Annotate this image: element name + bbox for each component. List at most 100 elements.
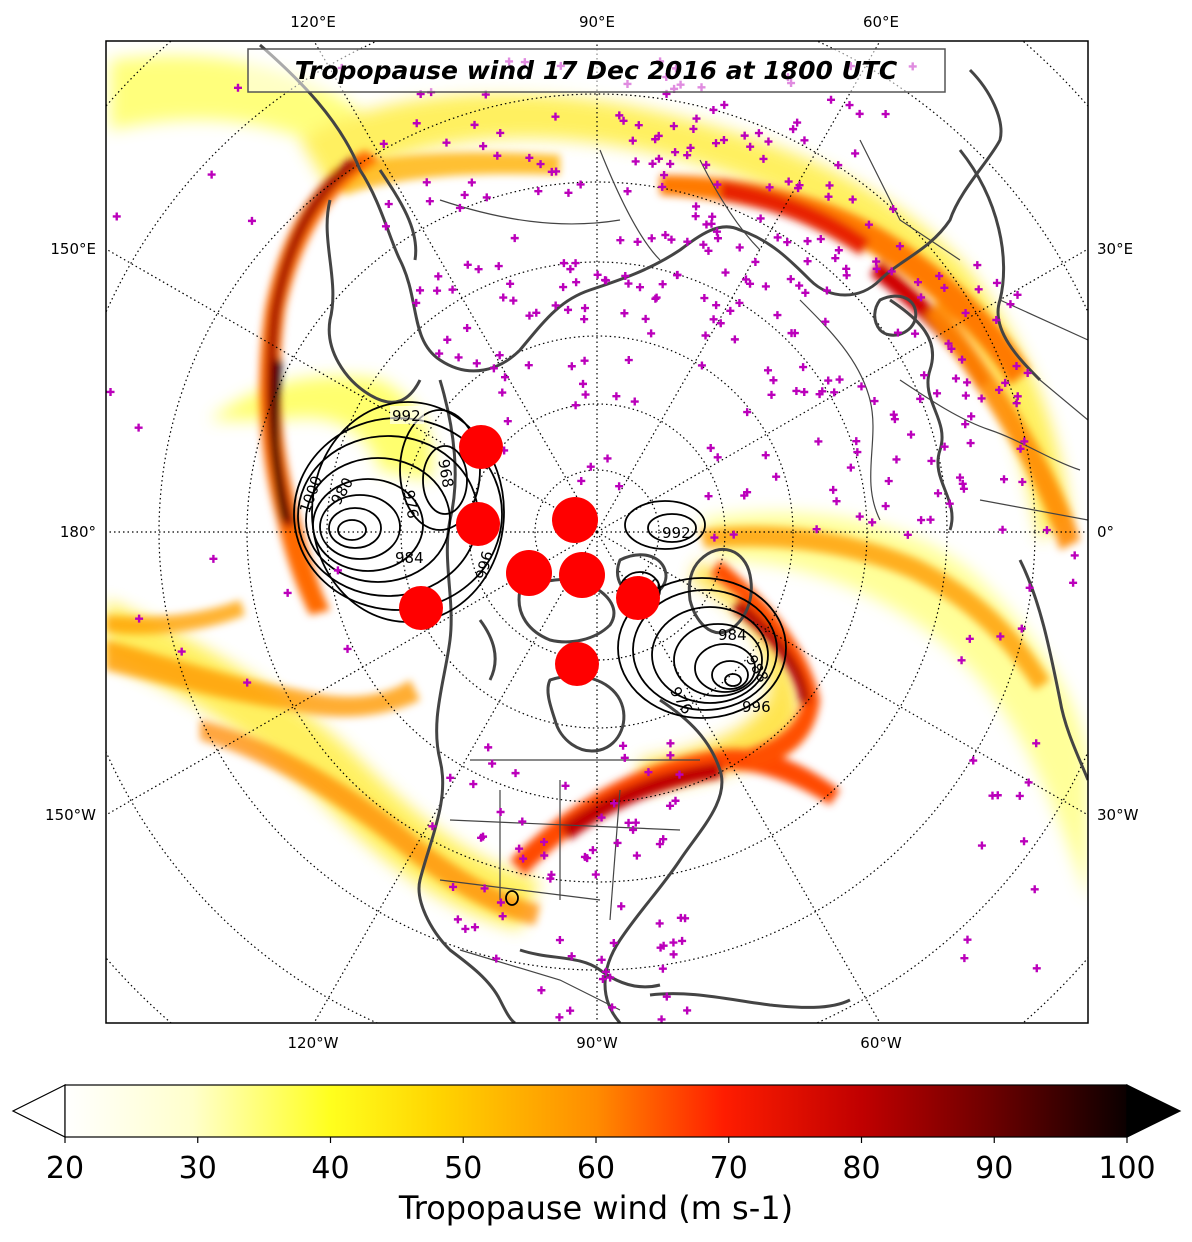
station-marker (960, 954, 969, 963)
station-marker (721, 268, 730, 277)
station-marker (658, 964, 667, 973)
colorbar-tick-label: 30 (179, 1151, 217, 1186)
station-marker (576, 180, 585, 189)
station-marker (803, 237, 812, 246)
station-marker (631, 818, 640, 827)
station-marker (669, 950, 678, 959)
station-marker (446, 773, 455, 782)
station-marker (583, 854, 592, 863)
colorbar-gradient (65, 1085, 1127, 1137)
station-marker (729, 530, 738, 539)
station-marker (743, 408, 752, 417)
station-marker (601, 967, 610, 976)
station-marker (617, 902, 626, 911)
station-marker (425, 197, 434, 206)
lon-label-bottom: 90°W (576, 1034, 618, 1052)
station-marker (704, 246, 713, 255)
station-marker (433, 286, 442, 295)
contour-label: 968 (434, 458, 457, 489)
station-marker (940, 442, 949, 451)
station-marker (453, 915, 462, 924)
highlight-marker (555, 642, 599, 686)
station-marker (619, 741, 628, 750)
station-marker (525, 153, 534, 162)
station-marker (934, 489, 943, 498)
station-marker (726, 306, 735, 315)
station-marker (959, 484, 968, 493)
contour-label: 976 (399, 489, 422, 520)
station-marker (710, 533, 719, 542)
longitude-labels: 120°E 90°E 60°E 120°W 90°W 60°W 150°E 18… (45, 13, 1139, 1052)
station-marker (659, 835, 668, 844)
station-marker (691, 212, 700, 221)
colorbar-tick-label: 70 (710, 1151, 748, 1186)
station-marker (384, 200, 393, 209)
station-marker (675, 770, 684, 779)
station-marker (713, 453, 722, 462)
station-marker (787, 329, 796, 338)
station-marker (720, 100, 729, 109)
station-marker (993, 791, 1002, 800)
station-marker (1012, 362, 1021, 371)
station-marker (591, 870, 600, 879)
station-marker (868, 518, 877, 527)
station-marker (112, 212, 121, 221)
station-marker (519, 854, 528, 863)
station-marker (689, 124, 698, 133)
station-marker (482, 193, 491, 202)
station-marker (561, 781, 570, 790)
station-marker (501, 373, 510, 382)
station-marker (448, 285, 457, 294)
station-marker (580, 315, 589, 324)
station-marker (621, 271, 630, 280)
station-marker (580, 304, 589, 313)
station-marker (761, 451, 770, 460)
station-marker (615, 111, 624, 120)
station-marker (913, 278, 922, 287)
station-marker (671, 148, 680, 157)
station-marker (892, 455, 901, 464)
station-marker (652, 293, 661, 302)
station-marker (793, 118, 802, 127)
station-marker (966, 439, 975, 448)
station-marker (963, 378, 972, 387)
station-marker (977, 841, 986, 850)
station-marker (472, 359, 481, 368)
station-marker (551, 112, 560, 121)
colorbar: 20 30 40 50 60 70 80 90 100 Tropopause wind (m s… (11, 1084, 1182, 1227)
station-marker (606, 973, 615, 982)
station-marker (381, 222, 390, 231)
contour-label: 992 (392, 407, 421, 425)
station-marker (629, 825, 638, 834)
highlight-marker (456, 502, 500, 546)
station-marker (564, 188, 573, 197)
lon-label-right: 30°E (1097, 240, 1133, 258)
station-marker (1042, 526, 1051, 535)
station-marker (957, 656, 966, 665)
station-marker (106, 387, 115, 396)
station-marker (579, 379, 588, 388)
station-marker (470, 120, 479, 129)
station-marker (951, 374, 960, 383)
lon-label-left: 150°W (45, 806, 96, 824)
station-marker (559, 259, 568, 268)
contour-label: 992 (662, 524, 691, 542)
station-marker (1025, 583, 1034, 592)
station-marker (494, 262, 503, 271)
station-marker (635, 283, 644, 292)
lon-label-left: 150°E (50, 240, 96, 258)
station-marker (480, 884, 489, 893)
station-marker (613, 838, 622, 847)
station-marker (461, 924, 470, 933)
station-marker (662, 992, 671, 1001)
station-marker (814, 437, 823, 446)
station-marker (499, 293, 508, 302)
station-marker (851, 149, 860, 158)
station-marker (597, 955, 606, 964)
station-marker (571, 401, 580, 410)
station-marker (532, 308, 541, 317)
colorbar-title: Tropopause wind (m s-1) (398, 1189, 793, 1227)
station-marker (455, 203, 464, 212)
station-marker (903, 530, 912, 539)
station-marker (620, 309, 629, 318)
